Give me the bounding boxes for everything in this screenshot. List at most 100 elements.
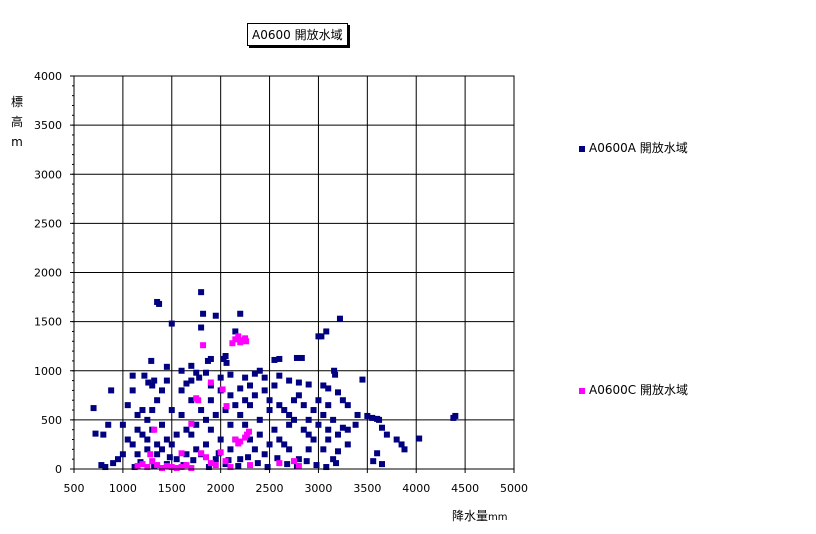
data-point xyxy=(223,403,230,410)
data-point xyxy=(129,372,136,379)
data-point xyxy=(178,464,185,471)
data-point xyxy=(271,382,278,389)
data-point xyxy=(293,354,300,361)
data-point xyxy=(242,374,249,381)
legend-item-series-c: A0600C 開放水域 xyxy=(579,381,688,398)
data-point xyxy=(222,407,229,414)
data-point xyxy=(281,441,288,448)
data-point xyxy=(148,357,155,364)
data-point xyxy=(264,464,271,471)
data-point xyxy=(212,456,219,463)
data-point xyxy=(115,456,121,463)
data-point xyxy=(237,310,244,317)
data-point xyxy=(154,462,161,469)
y-axis-label-char: 標 xyxy=(10,95,23,109)
x-axis-label-text: 降水量 xyxy=(452,509,489,523)
data-point xyxy=(124,402,131,409)
y-tick-label: 4000 xyxy=(34,70,62,83)
data-point xyxy=(195,397,202,404)
data-point xyxy=(178,367,185,374)
x-tick-label: 500 xyxy=(64,482,85,495)
data-point xyxy=(235,463,242,470)
x-tick-label: 1000 xyxy=(109,482,137,495)
data-points xyxy=(90,289,459,472)
data-point xyxy=(193,369,200,376)
data-point xyxy=(286,411,293,418)
data-point xyxy=(256,367,263,374)
data-point xyxy=(245,454,252,461)
legend-swatch-series-c xyxy=(579,387,585,394)
y-tick-label: 2500 xyxy=(34,217,62,230)
data-point xyxy=(222,353,229,360)
data-point xyxy=(325,402,332,409)
data-point xyxy=(154,441,161,448)
data-point xyxy=(163,436,170,443)
data-point xyxy=(266,407,273,414)
data-point xyxy=(330,416,337,423)
y-axis-label-char: m xyxy=(11,135,23,149)
data-point xyxy=(374,450,381,457)
x-tick-label: 3500 xyxy=(353,482,381,495)
data-point xyxy=(183,380,190,387)
data-point xyxy=(217,449,224,456)
data-point xyxy=(139,461,146,468)
data-point xyxy=(124,436,131,443)
data-point xyxy=(188,362,195,369)
data-point xyxy=(313,462,320,469)
data-point xyxy=(291,458,297,465)
data-point xyxy=(207,460,214,467)
data-point xyxy=(190,457,197,464)
data-point xyxy=(193,446,200,453)
data-point xyxy=(303,458,310,465)
data-point xyxy=(336,315,343,322)
chart-title: A0600 開放水域 xyxy=(247,23,348,46)
data-point xyxy=(183,462,190,469)
data-point xyxy=(119,421,126,428)
data-point xyxy=(207,397,214,404)
data-point xyxy=(147,451,154,458)
data-point xyxy=(274,455,281,462)
x-tick-label: 5000 xyxy=(500,482,528,495)
data-point xyxy=(198,324,205,331)
data-point xyxy=(151,426,158,433)
x-axis-ticks: 500 1000 1500 2000 2500 3000 3500 4000 4500 5000 xyxy=(64,469,528,495)
data-point xyxy=(330,456,337,463)
data-point xyxy=(102,464,109,471)
x-axis-unit: mm xyxy=(488,512,508,523)
data-point xyxy=(305,381,312,388)
data-point xyxy=(335,448,341,455)
data-point xyxy=(323,464,330,471)
data-point xyxy=(300,402,307,409)
data-point xyxy=(154,397,161,404)
data-point xyxy=(219,386,226,393)
x-tick-label: 4000 xyxy=(402,482,430,495)
data-point xyxy=(217,436,224,443)
data-point xyxy=(188,377,195,384)
data-point xyxy=(163,463,170,470)
data-point xyxy=(247,462,253,469)
data-point xyxy=(227,464,234,471)
data-point xyxy=(261,387,268,394)
data-point xyxy=(188,431,195,438)
y-axis-label-char: 高 xyxy=(10,115,23,129)
data-point xyxy=(325,426,332,433)
data-point xyxy=(376,416,383,423)
data-point xyxy=(254,460,261,467)
data-point xyxy=(247,382,253,389)
data-point xyxy=(134,426,141,433)
data-point xyxy=(237,456,244,463)
data-point xyxy=(325,385,332,392)
data-point xyxy=(401,446,408,453)
data-point xyxy=(98,462,105,469)
x-tick-label: 3000 xyxy=(304,482,332,495)
data-point xyxy=(232,436,239,443)
data-point xyxy=(212,462,219,469)
data-point xyxy=(129,387,136,394)
data-point xyxy=(207,379,214,386)
data-point xyxy=(333,460,340,467)
data-point xyxy=(144,464,151,471)
data-point xyxy=(251,392,258,399)
data-point xyxy=(251,370,258,377)
data-point xyxy=(393,436,400,443)
